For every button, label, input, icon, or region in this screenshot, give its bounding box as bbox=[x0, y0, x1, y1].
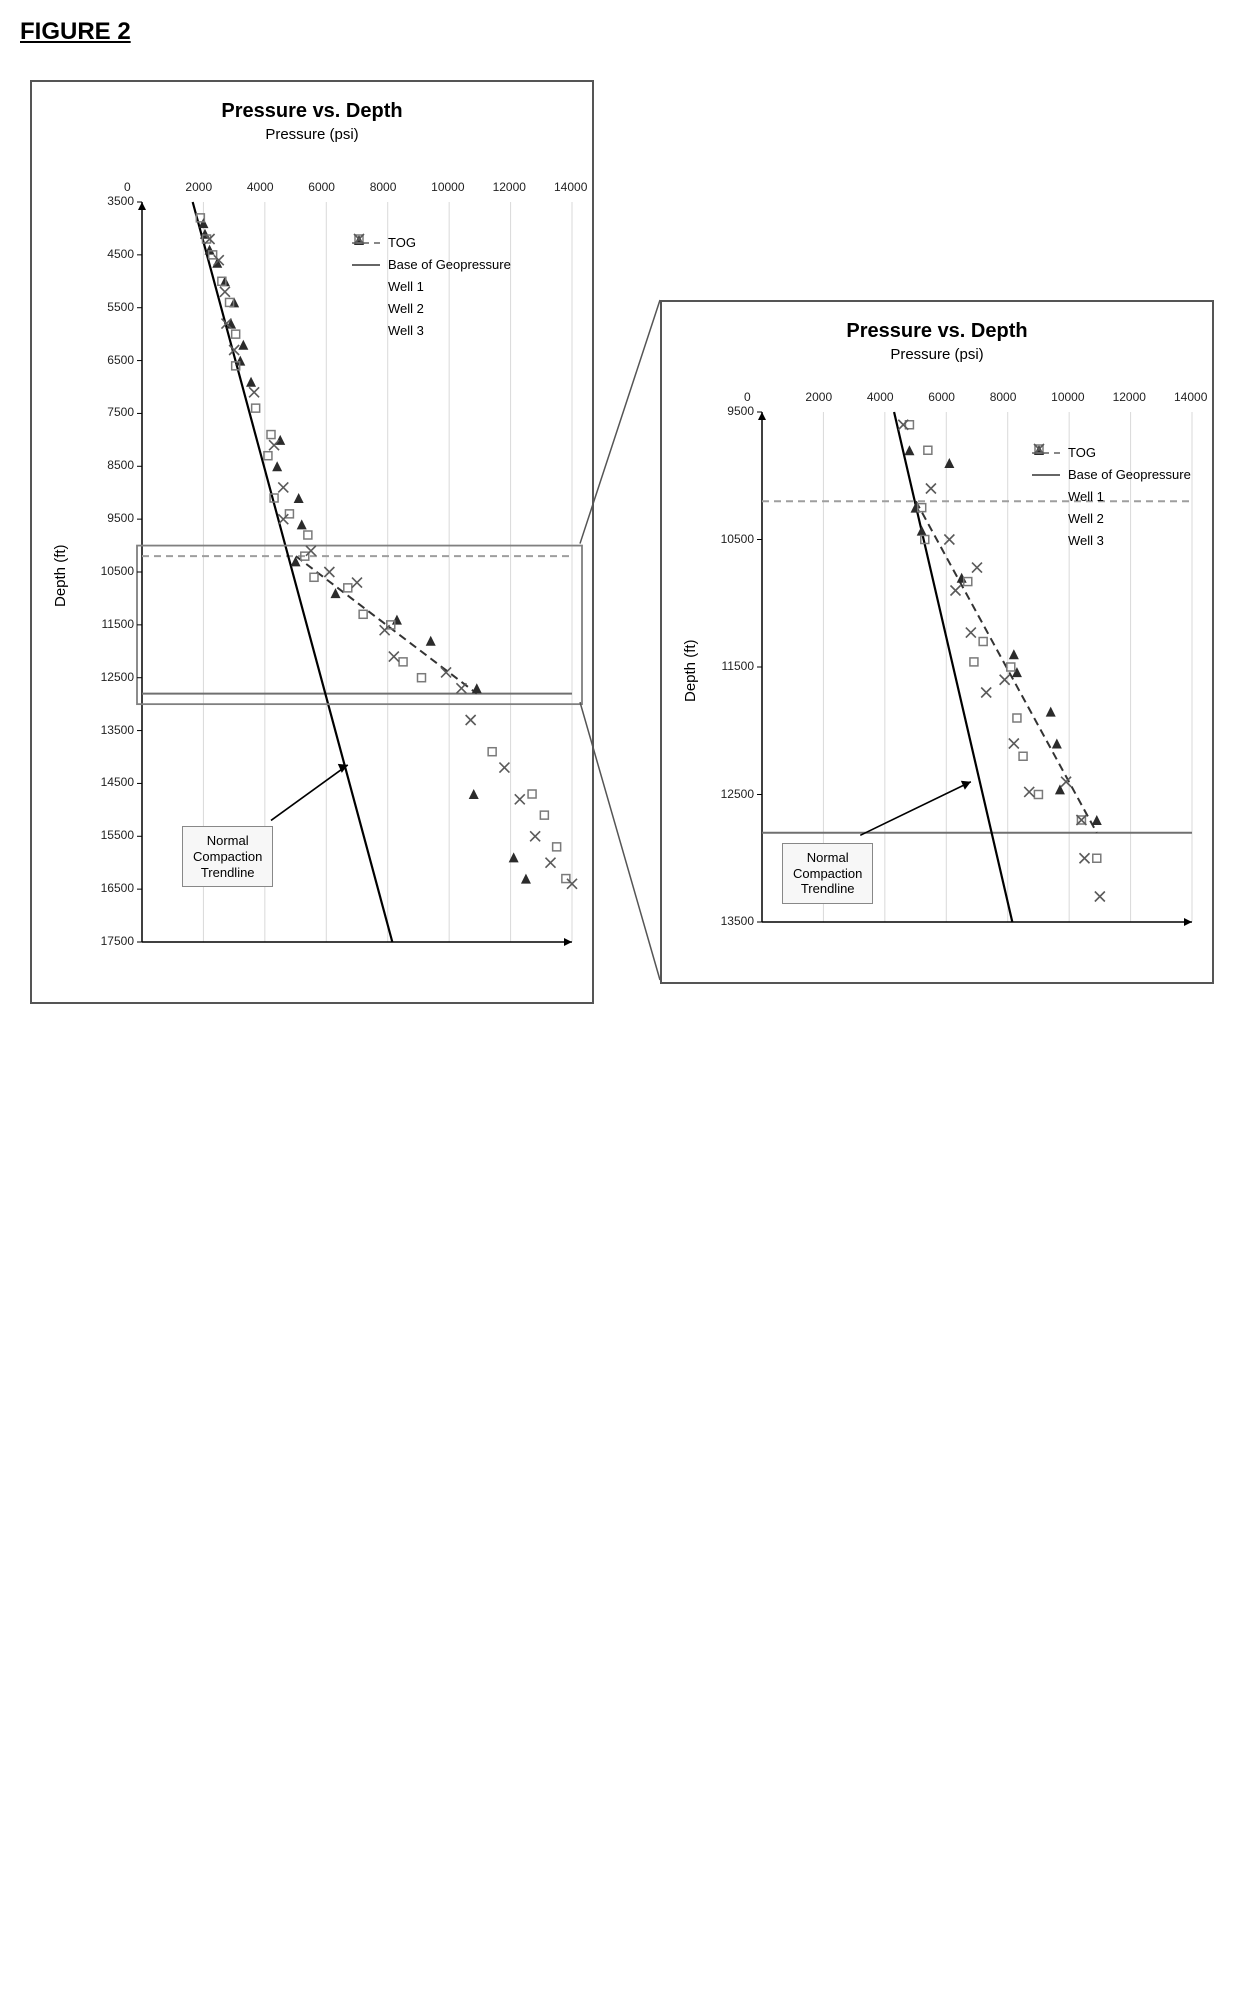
y-tick-label: 6500 bbox=[84, 353, 134, 367]
legend-label: Well 2 bbox=[388, 298, 424, 320]
y-axis-label: Depth (ft) bbox=[52, 544, 69, 607]
chart-subtitle: Pressure (psi) bbox=[32, 126, 592, 143]
chart-title: Pressure vs. Depth bbox=[32, 100, 592, 123]
x-tick-label: 4000 bbox=[867, 390, 894, 404]
figure-page: FIGURE 2 Pressure vs. Depth Pressure (psi… bbox=[0, 0, 1240, 1999]
legend-label: Well 2 bbox=[1068, 508, 1104, 530]
legend-label: Well 1 bbox=[388, 276, 424, 298]
legend-item: Base of Geopressure bbox=[1032, 464, 1191, 486]
y-tick-label: 11500 bbox=[704, 659, 754, 673]
legend-item: Well 1 bbox=[352, 276, 511, 298]
legend-item: Well 1 bbox=[1032, 486, 1191, 508]
y-tick-label: 15500 bbox=[84, 828, 134, 842]
legend-label: Base of Geopressure bbox=[388, 254, 511, 276]
legend-item: Well 3 bbox=[1032, 530, 1191, 552]
x-tick-label: 4000 bbox=[247, 180, 274, 194]
legend-label: Well 1 bbox=[1068, 486, 1104, 508]
x-tick-label: 2000 bbox=[805, 390, 832, 404]
chart-subtitle: Pressure (psi) bbox=[662, 346, 1212, 363]
x-tick-label: 14000 bbox=[1174, 390, 1207, 404]
y-tick-label: 9500 bbox=[704, 404, 754, 418]
x-tick-label: 14000 bbox=[554, 180, 587, 194]
y-tick-label: 9500 bbox=[84, 511, 134, 525]
callout-box: NormalCompactionTrendline bbox=[782, 843, 873, 904]
y-tick-label: 12500 bbox=[704, 787, 754, 801]
legend-item: Well 3 bbox=[352, 320, 511, 342]
legend: TOGBase of GeopressureWell 1Well 2Well 3 bbox=[352, 232, 511, 342]
y-tick-label: 3500 bbox=[84, 194, 134, 208]
x-tick-label: 6000 bbox=[308, 180, 335, 194]
y-tick-label: 10500 bbox=[704, 532, 754, 546]
x-tick-label: 0 bbox=[124, 180, 131, 194]
y-tick-label: 17500 bbox=[84, 934, 134, 948]
y-tick-label: 5500 bbox=[84, 300, 134, 314]
legend-item: TOG bbox=[352, 232, 511, 254]
y-tick-label: 14500 bbox=[84, 775, 134, 789]
x-tick-label: 0 bbox=[744, 390, 751, 404]
x-tick-label: 10000 bbox=[1051, 390, 1084, 404]
y-tick-label: 16500 bbox=[84, 881, 134, 895]
y-tick-label: 10500 bbox=[84, 564, 134, 578]
legend: TOGBase of GeopressureWell 1Well 2Well 3 bbox=[1032, 442, 1191, 552]
legend-item: Well 2 bbox=[1032, 508, 1191, 530]
figure-label: FIGURE 2 bbox=[20, 18, 131, 46]
x-tick-label: 10000 bbox=[431, 180, 464, 194]
legend-item: Base of Geopressure bbox=[352, 254, 511, 276]
x-tick-label: 8000 bbox=[990, 390, 1017, 404]
x-tick-label: 2000 bbox=[185, 180, 212, 194]
y-axis-label: Depth (ft) bbox=[682, 639, 699, 702]
y-tick-label: 8500 bbox=[84, 458, 134, 472]
y-tick-label: 13500 bbox=[704, 914, 754, 928]
y-tick-label: 4500 bbox=[84, 247, 134, 261]
legend-label: TOG bbox=[388, 232, 416, 254]
y-tick-label: 7500 bbox=[84, 405, 134, 419]
legend-item: Well 2 bbox=[352, 298, 511, 320]
chart-title: Pressure vs. Depth bbox=[662, 320, 1212, 343]
x-tick-label: 6000 bbox=[928, 390, 955, 404]
inset-chart: Pressure vs. Depth Pressure (psi) Depth (f… bbox=[660, 300, 1214, 984]
x-tick-label: 12000 bbox=[1113, 390, 1146, 404]
legend-item: TOG bbox=[1032, 442, 1191, 464]
main-chart: Pressure vs. Depth Pressure (psi) Depth (f… bbox=[30, 80, 594, 1004]
chart-svg bbox=[32, 82, 592, 1002]
callout-box: NormalCompactionTrendline bbox=[182, 826, 273, 887]
x-tick-label: 8000 bbox=[370, 180, 397, 194]
y-tick-label: 11500 bbox=[84, 617, 134, 631]
legend-label: Well 3 bbox=[388, 320, 424, 342]
legend-label: Well 3 bbox=[1068, 530, 1104, 552]
y-tick-label: 13500 bbox=[84, 723, 134, 737]
legend-label: TOG bbox=[1068, 442, 1096, 464]
legend-label: Base of Geopressure bbox=[1068, 464, 1191, 486]
y-tick-label: 12500 bbox=[84, 670, 134, 684]
x-tick-label: 12000 bbox=[493, 180, 526, 194]
